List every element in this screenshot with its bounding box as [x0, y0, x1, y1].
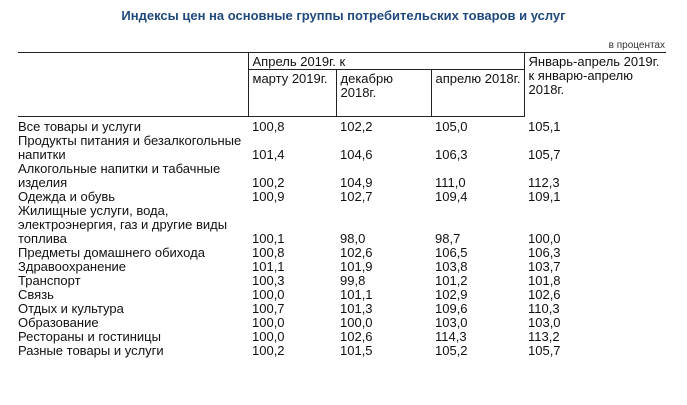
row-name-cell: Образование	[18, 315, 99, 330]
table-row: Разные товары и услуги 100,2 101,5 105,2 105…	[18, 344, 666, 358]
value-april-cell: 98,7	[435, 231, 461, 246]
value-march-cell: 101,1	[252, 259, 285, 274]
value-december-cell: 104,9	[340, 175, 373, 190]
row-name-cell: Разные товары и услуги	[18, 343, 164, 358]
value-march-cell: 100,0	[252, 315, 285, 330]
value-march-cell: 100,7	[252, 301, 285, 316]
row-name-cell: Алкогольные напитки и табачные изделия	[18, 161, 221, 190]
row-name-cell: Продукты питания и безалкогольные напитк…	[18, 133, 242, 162]
header-december: декабрю 2018г.	[335, 69, 431, 117]
value-jan-april-cell: 103,0	[528, 315, 561, 330]
value-april-cell: 103,8	[435, 259, 468, 274]
value-jan-april-cell: 109,1	[528, 189, 561, 204]
value-jan-april-cell: 105,7	[528, 343, 561, 358]
value-april-cell: 102,9	[435, 287, 468, 302]
table-row: Отдых и культура 100,7 101,3 109,6 110,3	[18, 302, 666, 316]
table-row: Алкогольные напитки и табачные изделия 10…	[18, 162, 666, 190]
header-blank	[18, 52, 248, 70]
value-april-cell: 111,0	[435, 175, 466, 190]
value-jan-april-cell: 105,1	[528, 119, 561, 134]
value-jan-april-cell: 105,7	[528, 147, 561, 162]
table-row: Продукты питания и безалкогольные напитк…	[18, 134, 666, 162]
value-jan-april-cell: 110,3	[528, 301, 560, 316]
value-jan-april-cell: 100,0	[528, 231, 561, 246]
value-jan-april-cell: 103,7	[528, 259, 561, 274]
value-april-cell: 105,0	[435, 119, 468, 134]
header-april: апрелю 2018г.	[430, 69, 524, 117]
table-row: Здравоохранение 101,1 101,9 103,8 103,7	[18, 260, 666, 274]
table-row: Рестораны и гостиницы 100,0 102,6 114,3 113,…	[18, 330, 666, 344]
value-april-cell: 101,2	[435, 273, 468, 288]
value-december-cell: 104,6	[340, 147, 373, 162]
table-row: Все товары и услуги 100,8 102,2 105,0 105,1	[18, 120, 666, 134]
table-row: Одежда и обувь 100,9 102,7 109,4 109,1	[18, 190, 666, 204]
value-march-cell: 100,3	[252, 273, 285, 288]
value-december-cell: 102,6	[340, 329, 373, 344]
header-group-april-2019: Апрель 2019г. к	[247, 52, 524, 70]
value-december-cell: 102,6	[340, 245, 373, 260]
value-jan-april-cell: 106,3	[528, 245, 561, 260]
value-march-cell: 100,8	[252, 119, 285, 134]
value-april-cell: 103,0	[435, 315, 468, 330]
table-row: Образование 100,0 100,0 103,0 103,0	[18, 316, 666, 330]
header-march: марту 2019г.	[247, 69, 336, 117]
row-name-cell: Предметы домашнего обихода	[18, 245, 205, 260]
value-jan-april-cell: 102,6	[528, 287, 561, 302]
value-jan-april-cell: 101,8	[528, 273, 561, 288]
value-december-cell: 101,9	[340, 259, 373, 274]
value-march-cell: 100,2	[252, 343, 285, 358]
value-december-cell: 101,5	[340, 343, 373, 358]
table-row: Связь 100,0 101,1 102,9 102,6	[18, 288, 666, 302]
value-april-cell: 109,6	[435, 301, 468, 316]
value-march-cell: 100,0	[252, 329, 285, 344]
value-december-cell: 101,1	[340, 287, 373, 302]
value-december-cell: 102,2	[340, 119, 373, 134]
row-name-cell: Здравоохранение	[18, 259, 127, 274]
row-name-cell: Отдых и культура	[18, 301, 124, 316]
value-march-cell: 100,1	[252, 231, 285, 246]
row-name-cell: Одежда и обувь	[18, 189, 116, 204]
value-jan-april-cell: 113,2	[528, 329, 560, 344]
value-april-cell: 114,3	[435, 329, 467, 344]
value-april-cell: 106,5	[435, 245, 468, 260]
page-title: Индексы цен на основные группы потребите…	[121, 8, 566, 23]
row-name-cell: Все товары и услуги	[18, 119, 142, 134]
table-row: Транспорт 100,3 99,8 101,2 101,8	[18, 274, 666, 288]
value-april-cell: 106,3	[435, 147, 468, 162]
header-jan-april: Январь-апрель 2019г. к январю-апрелю 201…	[523, 52, 666, 117]
row-name-cell: Связь	[18, 287, 54, 302]
value-march-cell: 100,9	[252, 189, 285, 204]
value-march-cell: 100,2	[252, 175, 285, 190]
value-april-cell: 105,2	[435, 343, 468, 358]
value-march-cell: 101,4	[252, 147, 285, 162]
value-december-cell: 100,0	[340, 315, 373, 330]
units-note: в процентах	[608, 40, 665, 51]
value-jan-april-cell: 112,3	[528, 175, 560, 190]
value-december-cell: 99,8	[340, 273, 366, 288]
table-row: Предметы домашнего обихода 100,8 102,6 106,…	[18, 246, 666, 260]
row-name-cell: Жилищные услуги, вода, электроэнергия, г…	[18, 203, 228, 246]
row-name-cell: Рестораны и гостиницы	[18, 329, 161, 344]
value-march-cell: 100,0	[252, 287, 285, 302]
row-name-cell: Транспорт	[18, 273, 81, 288]
value-december-cell: 98,0	[340, 231, 366, 246]
value-december-cell: 102,7	[340, 189, 373, 204]
table-body: Все товары и услуги 100,8 102,2 105,0 105,1 П…	[18, 120, 666, 358]
value-december-cell: 101,3	[340, 301, 373, 316]
table-row: Жилищные услуги, вода, электроэнергия, г…	[18, 204, 666, 246]
value-march-cell: 100,8	[252, 245, 285, 260]
price-index-table: Апрель 2019г. к Январь-апрель 2019г. к я…	[18, 52, 666, 358]
header-blank-sub	[18, 69, 248, 117]
value-april-cell: 109,4	[435, 189, 468, 204]
